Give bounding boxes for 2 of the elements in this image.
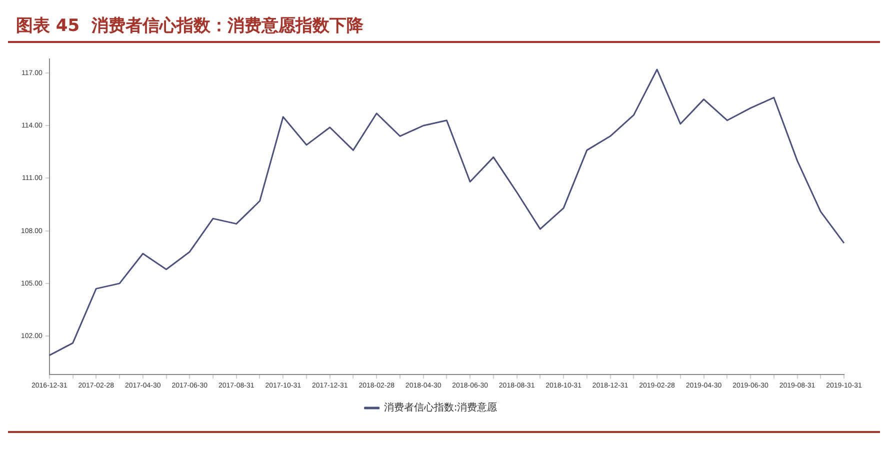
chart-title: 图表 45 消费者信心指数：消费意愿指数下降 xyxy=(15,15,364,38)
legend-label: 消费者信心指数:消费意愿 xyxy=(384,402,498,414)
